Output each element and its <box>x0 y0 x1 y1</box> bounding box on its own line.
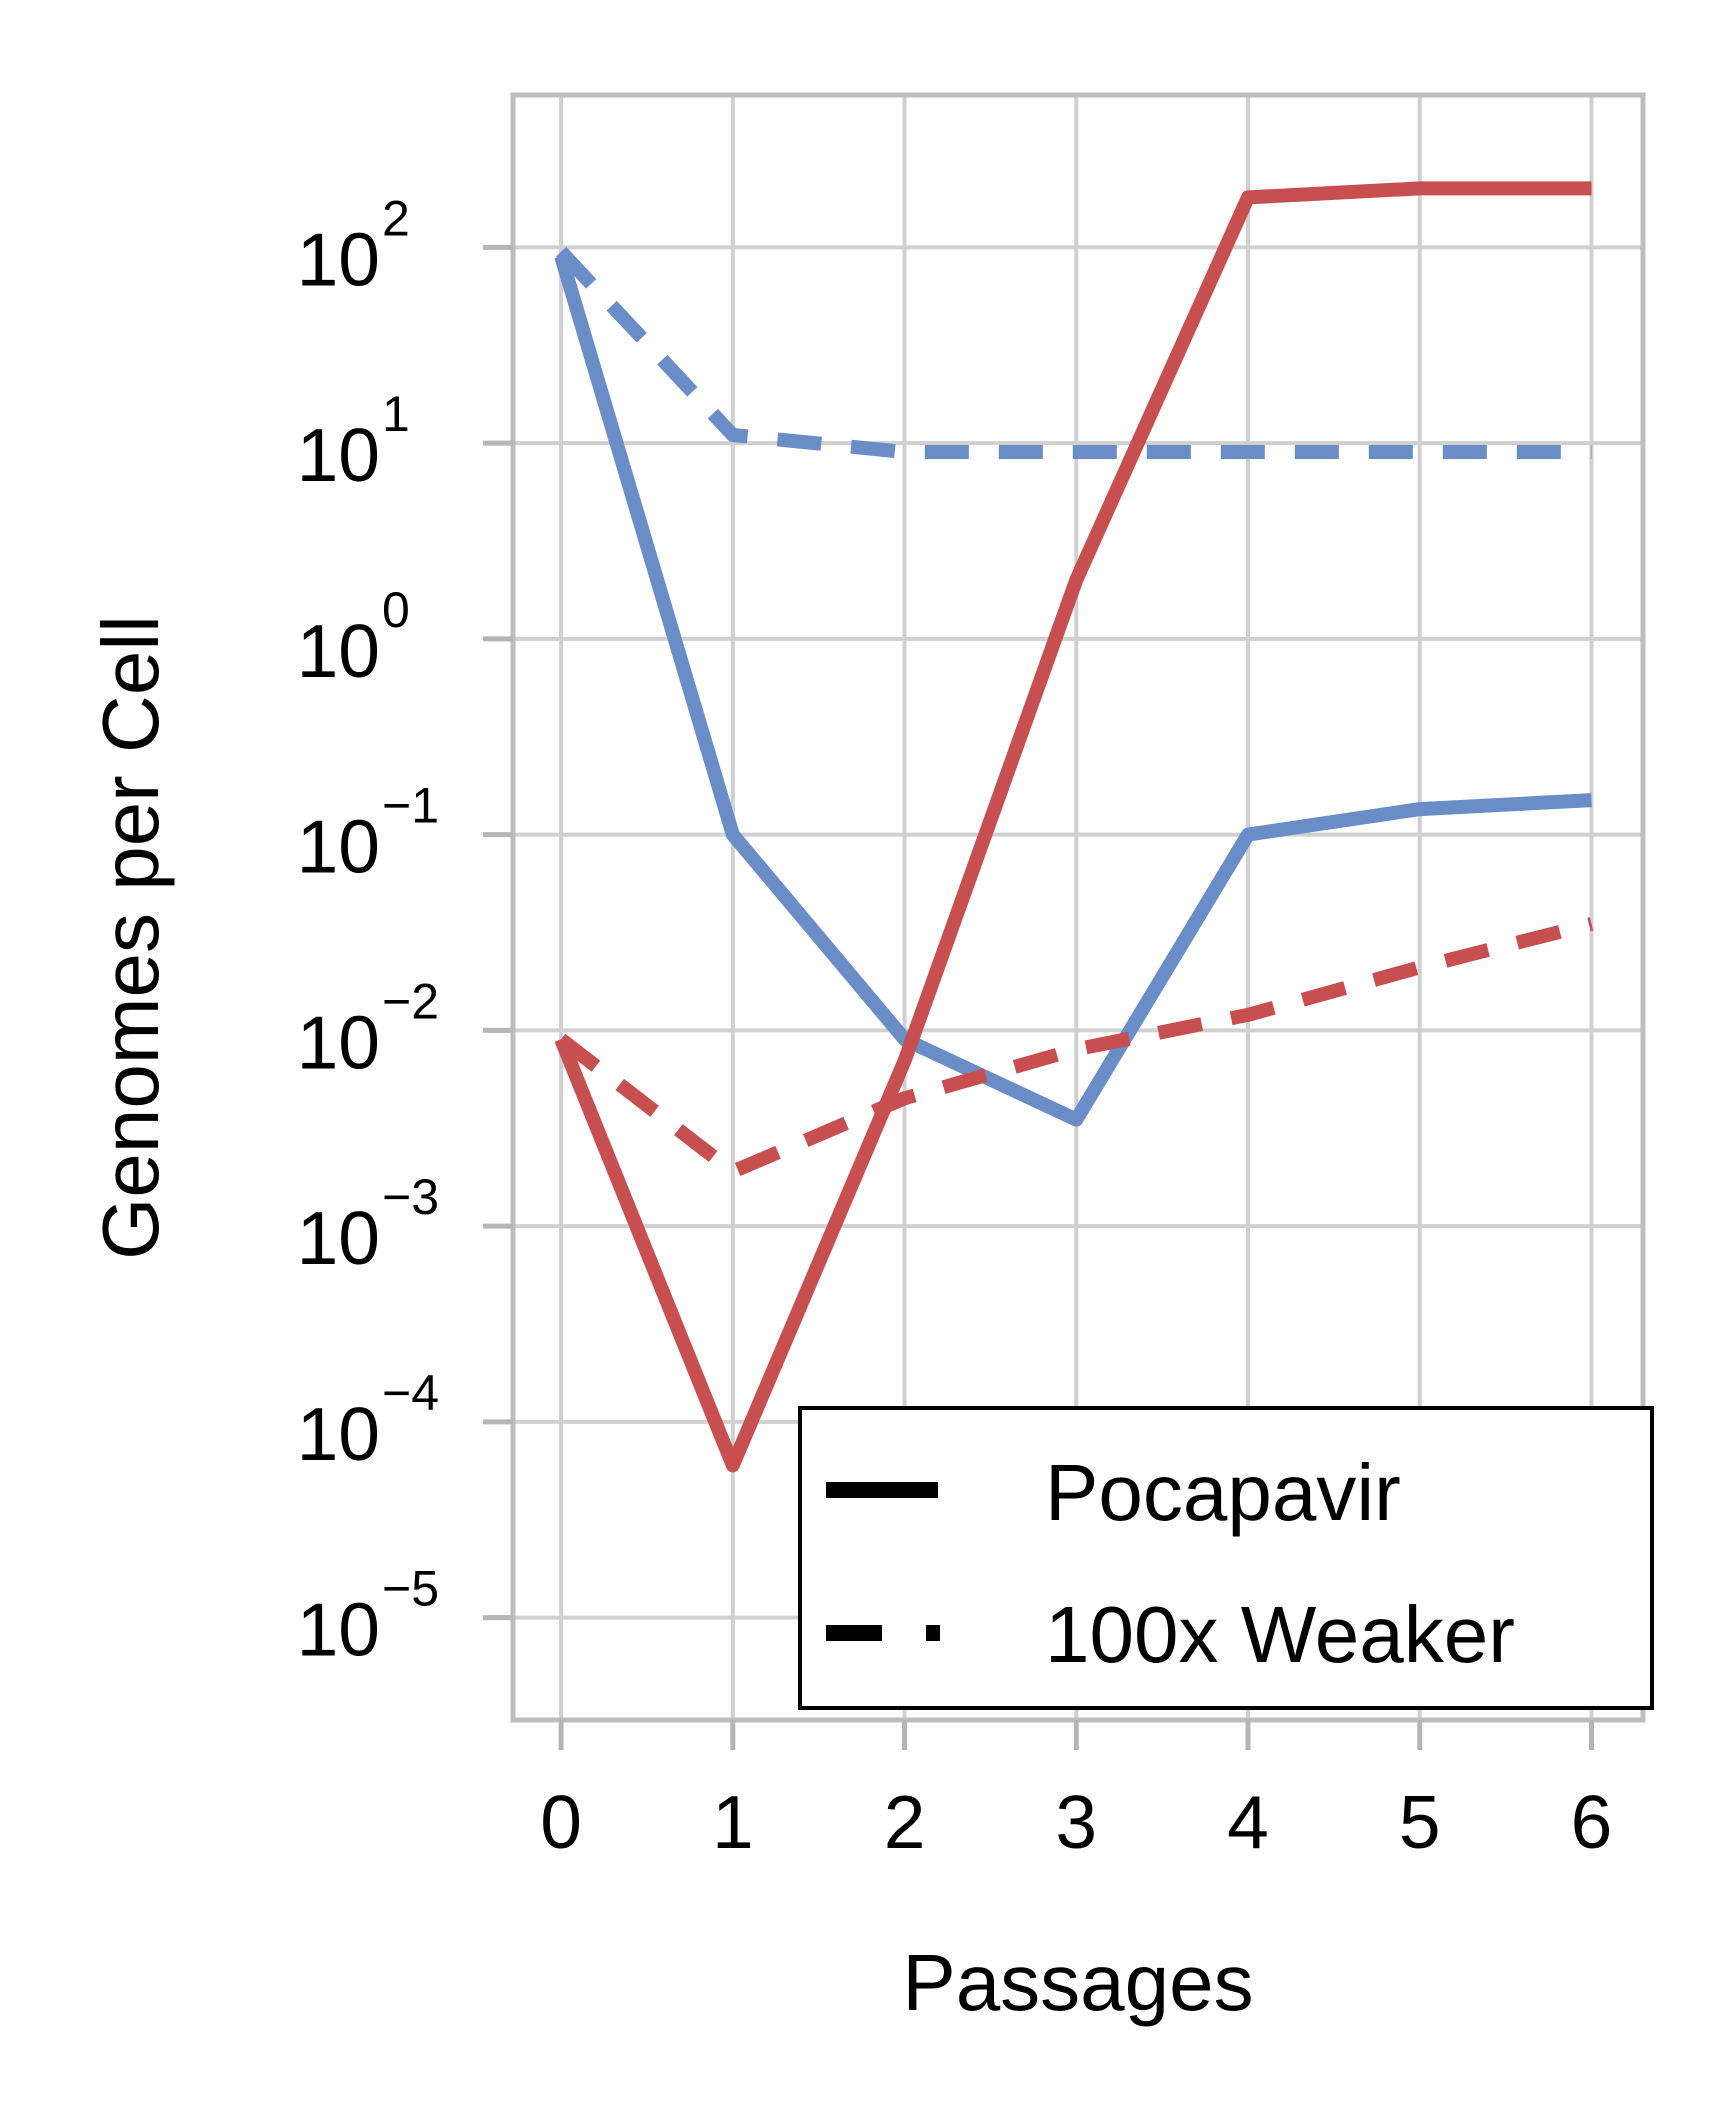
x-tick-label: 6 <box>1571 1780 1613 1864</box>
y-tick-exponent: −4 <box>382 1365 439 1421</box>
x-tick-label: 1 <box>712 1780 754 1864</box>
y-tick-label: 10 <box>297 1000 380 1084</box>
y-tick-label: 10 <box>297 217 380 301</box>
series-line-0 <box>554 254 1592 1127</box>
legend-box <box>798 1406 1654 1710</box>
y-tick-label: 10 <box>297 413 380 497</box>
y-axis-title-group: Genomes per Cell <box>86 615 175 1260</box>
y-tick-label: 10 <box>297 1196 380 1280</box>
series-line-1 <box>555 246 1592 459</box>
x-tick-label: 4 <box>1227 1780 1269 1864</box>
legend-label-100x-weaker: 100x Weaker <box>1045 1590 1515 1679</box>
series-line-2 <box>554 181 1592 1473</box>
x-tick-label: 3 <box>1055 1780 1097 1864</box>
y-tick-label: 10 <box>297 1588 380 1672</box>
y-tick-label: 10 <box>297 1392 380 1476</box>
y-tick-exponent: −5 <box>382 1561 439 1617</box>
y-tick-exponent: 2 <box>382 190 410 246</box>
y-tick-exponent: −1 <box>382 778 439 834</box>
x-tick-label: 2 <box>884 1780 926 1864</box>
y-tick-exponent: −2 <box>382 973 439 1029</box>
y-tick-exponent: −3 <box>382 1169 439 1225</box>
series-lines <box>554 181 1594 1473</box>
legend-label-pocapavir: Pocapavir <box>1045 1448 1401 1537</box>
y-tick-label: 10 <box>297 805 380 889</box>
legend: Pocapavir 100x Weaker <box>798 1406 1654 1710</box>
y-tick-exponent: 1 <box>382 386 410 442</box>
x-tick-label: 5 <box>1399 1780 1441 1864</box>
y-tick-label: 10 <box>297 609 380 693</box>
y-axis-title: Genomes per Cell <box>86 615 175 1260</box>
x-tick-label: 0 <box>540 1780 582 1864</box>
y-tick-exponent: 0 <box>382 582 410 638</box>
x-axis-title: Passages <box>902 1938 1253 2027</box>
